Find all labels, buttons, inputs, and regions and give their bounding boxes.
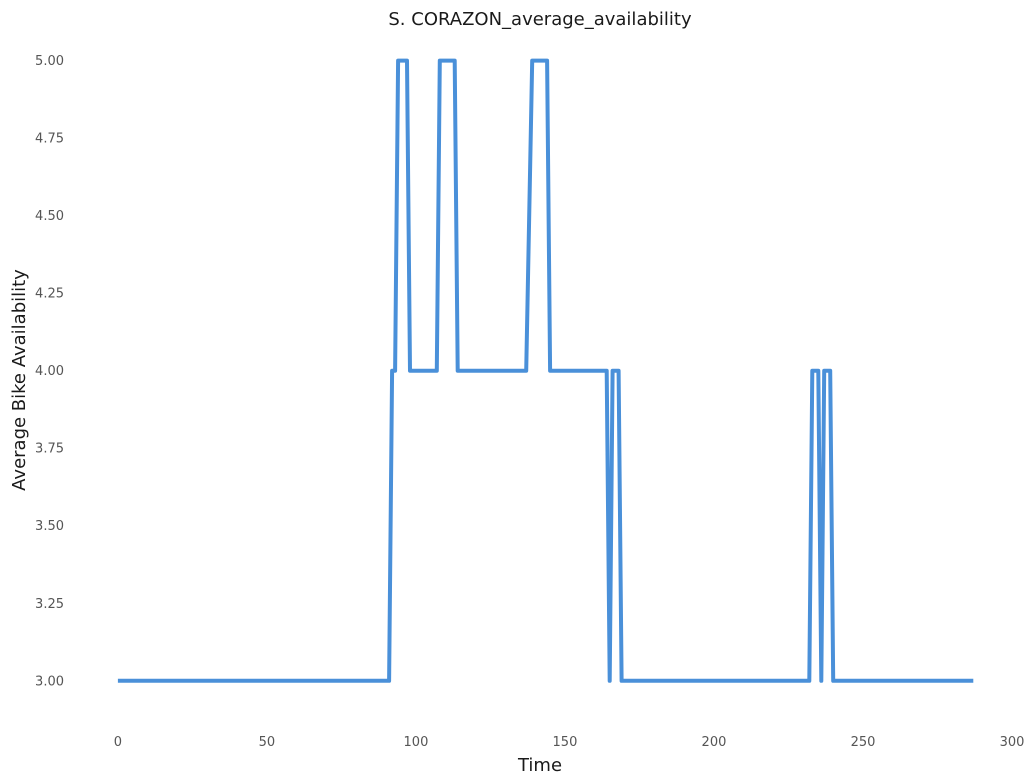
- x-tick-label: 50: [259, 735, 276, 750]
- x-tick-label: 300: [1000, 735, 1024, 750]
- x-tick-label: 150: [553, 735, 578, 750]
- y-tick-label: 5.00: [35, 54, 64, 69]
- x-axis-ticks: 0 50 100 150 200 250 300: [114, 735, 1024, 750]
- y-tick-label: 3.25: [35, 597, 64, 612]
- x-tick-label: 0: [114, 735, 122, 750]
- x-tick-label: 100: [404, 735, 429, 750]
- x-tick-label: 200: [702, 735, 727, 750]
- x-axis-label: Time: [517, 755, 562, 776]
- y-axis-label: Average Bike Availability: [9, 269, 30, 491]
- y-tick-label: 4.00: [35, 364, 64, 379]
- series-line: [117, 58, 974, 683]
- y-tick-label: 4.50: [35, 209, 64, 224]
- x-tick-label: 250: [851, 735, 876, 750]
- y-tick-label: 4.75: [35, 132, 64, 147]
- series-group: [117, 58, 974, 683]
- y-tick-label: 3.00: [35, 674, 64, 689]
- y-tick-label: 3.75: [35, 442, 64, 457]
- y-tick-label: 3.50: [35, 519, 64, 534]
- y-axis-ticks: 3.00 3.25 3.50 3.75 4.00 4.25 4.50 4.75 5.00: [35, 54, 64, 689]
- y-tick-label: 4.25: [35, 287, 64, 302]
- chart-title: S. CORAZON_average_availability: [388, 9, 692, 30]
